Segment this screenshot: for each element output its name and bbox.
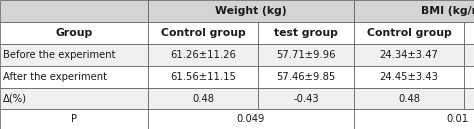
Bar	[258, 44, 354, 66]
Bar	[354, 0, 474, 22]
Bar	[464, 66, 474, 88]
Bar	[148, 44, 258, 66]
Text: 24.34±3.47: 24.34±3.47	[380, 50, 438, 60]
Text: 24.45±3.43: 24.45±3.43	[380, 72, 438, 82]
Text: P: P	[71, 115, 77, 124]
Bar	[0, 109, 148, 129]
Text: 61.26±11.26: 61.26±11.26	[170, 50, 236, 60]
Text: Control group: Control group	[161, 28, 246, 38]
Bar	[258, 66, 354, 88]
Text: 0.049: 0.049	[237, 115, 265, 124]
Text: 57.71±9.96: 57.71±9.96	[276, 50, 336, 60]
Bar	[464, 22, 474, 44]
Text: 0.48: 0.48	[398, 94, 420, 103]
Bar	[0, 22, 148, 44]
Text: After the experiment: After the experiment	[3, 72, 107, 82]
Text: 0.48: 0.48	[192, 94, 214, 103]
Text: 61.56±11.15: 61.56±11.15	[170, 72, 236, 82]
Bar	[148, 0, 354, 22]
Bar	[464, 44, 474, 66]
Bar	[148, 22, 258, 44]
Text: Weight (kg): Weight (kg)	[215, 6, 287, 16]
Bar	[354, 66, 464, 88]
Bar	[148, 88, 258, 109]
Text: Control group: Control group	[366, 28, 451, 38]
Text: -0.43: -0.43	[293, 94, 319, 103]
Bar	[354, 109, 474, 129]
Text: 57.46±9.85: 57.46±9.85	[276, 72, 336, 82]
Text: 0.01: 0.01	[446, 115, 468, 124]
Bar	[258, 22, 354, 44]
Bar	[0, 44, 148, 66]
Text: Group: Group	[55, 28, 92, 38]
Text: BMI (kg/m²): BMI (kg/m²)	[421, 6, 474, 16]
Bar	[0, 0, 148, 22]
Bar	[148, 109, 354, 129]
Text: Δ(%): Δ(%)	[3, 94, 27, 103]
Bar	[148, 66, 258, 88]
Bar	[354, 22, 464, 44]
Text: Before the experiment: Before the experiment	[3, 50, 116, 60]
Bar	[0, 88, 148, 109]
Bar	[258, 88, 354, 109]
Bar	[354, 88, 464, 109]
Bar	[464, 88, 474, 109]
Text: test group: test group	[274, 28, 338, 38]
Bar	[354, 44, 464, 66]
Bar	[0, 66, 148, 88]
